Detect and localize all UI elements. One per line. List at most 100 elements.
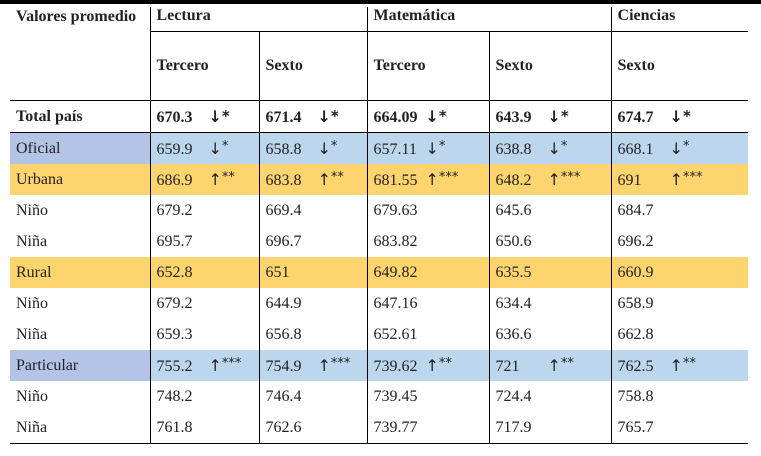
cell-value: 717.9 bbox=[495, 418, 532, 436]
table-cell: 746.4 bbox=[258, 381, 368, 412]
table-cell: 634.4 bbox=[488, 288, 612, 319]
table-row: Urbana 686.9 ↑** 683.8 ↑** 681.55 ↑*** 648.2 ↑**… bbox=[10, 164, 749, 195]
cell-value: 696.2 bbox=[617, 232, 654, 250]
grade-header: Sexto bbox=[610, 31, 749, 101]
subject-header: Matemática bbox=[366, 7, 612, 32]
significance-marker: * bbox=[560, 138, 568, 154]
row-label: Particular bbox=[10, 350, 150, 381]
arrow-down-icon: ↓ bbox=[669, 106, 683, 126]
row-label: Niña bbox=[16, 325, 48, 343]
cell-value: 683.8 bbox=[265, 171, 302, 189]
table-cell: 635.5 bbox=[488, 257, 612, 288]
row-label: Niño bbox=[16, 387, 48, 405]
grade-header: Tercero bbox=[366, 31, 490, 101]
table-row: Niña 695.7 696.7 683.82 650.6 696.2 bbox=[10, 226, 749, 257]
arrow-down-icon: ↓ bbox=[208, 138, 222, 158]
cell-value: 660.9 bbox=[617, 263, 654, 281]
cell-value: 674.7 bbox=[617, 108, 654, 126]
cell-value: 746.4 bbox=[265, 387, 302, 405]
table-row: Rural 652.8 651 649.82 635.5 660.9 bbox=[10, 257, 749, 288]
table-cell: 668.1 ↓* bbox=[610, 132, 749, 164]
table-cell: 724.4 bbox=[488, 381, 612, 412]
row-label: Niña bbox=[10, 412, 150, 444]
arrow-down-icon: ↓ bbox=[547, 138, 561, 158]
table-cell: 658.8 ↓* bbox=[258, 132, 368, 164]
significance-marker: ** bbox=[330, 169, 344, 185]
cell-value: 644.9 bbox=[265, 294, 302, 312]
table-cell: 652.61 bbox=[366, 319, 490, 350]
table-cell: 739.77 bbox=[366, 412, 490, 444]
cell-value: 662.8 bbox=[617, 325, 654, 343]
table-cell: 686.9 ↑** bbox=[149, 164, 259, 195]
cell-value: 635.5 bbox=[495, 263, 532, 281]
table-cell: 765.7 bbox=[610, 412, 749, 444]
cell-value: 739.45 bbox=[373, 387, 418, 405]
significance-marker: ** bbox=[682, 355, 696, 371]
significance-marker: * bbox=[438, 138, 446, 154]
table-cell: 679.63 bbox=[366, 195, 490, 226]
cell-value: 762.6 bbox=[265, 418, 302, 436]
table-cell: 684.7 bbox=[610, 195, 749, 226]
cell-value: 638.8 bbox=[495, 140, 532, 158]
top-rule bbox=[0, 0, 761, 4]
table-cell: 674.7 ↓* bbox=[610, 100, 749, 133]
table-cell: 683.82 bbox=[366, 226, 490, 257]
table-cell: 643.9 ↓* bbox=[488, 100, 612, 133]
table-cell: 717.9 bbox=[488, 412, 612, 444]
cell-value: 664.09 bbox=[373, 108, 418, 126]
significance-marker: * bbox=[221, 106, 230, 125]
table-cell: 658.9 bbox=[610, 288, 749, 319]
table-cell: 683.8 ↑** bbox=[258, 164, 368, 195]
cell-value: 762.5 bbox=[617, 357, 654, 375]
table-cell: 647.16 bbox=[366, 288, 490, 319]
table-cell: 762.6 bbox=[258, 412, 368, 444]
significance-marker: * bbox=[330, 106, 339, 125]
cell-value: 671.4 bbox=[265, 108, 302, 126]
table-cell: 695.7 bbox=[149, 226, 259, 257]
arrow-up-icon: ↑ bbox=[669, 355, 683, 375]
table-cell: 762.5 ↑** bbox=[610, 350, 749, 381]
table-cell: 696.7 bbox=[258, 226, 368, 257]
table-cell: 681.55 ↑*** bbox=[366, 164, 490, 195]
cell-value: 755.2 bbox=[156, 357, 193, 375]
cell-value: 681.55 bbox=[373, 171, 418, 189]
table-cell: 755.2 ↑*** bbox=[149, 350, 259, 381]
table-cell: 656.8 bbox=[258, 319, 368, 350]
grade-header: Sexto bbox=[258, 31, 368, 101]
cell-value: 668.1 bbox=[617, 140, 654, 158]
arrow-up-icon: ↑ bbox=[317, 169, 331, 189]
cell-value: 679.2 bbox=[156, 294, 193, 312]
table-cell: 754.9 ↑*** bbox=[258, 350, 368, 381]
cell-value: 679.2 bbox=[156, 201, 193, 219]
table-cell: 651 bbox=[258, 257, 368, 288]
cell-value: 765.7 bbox=[617, 418, 654, 436]
arrow-down-icon: ↓ bbox=[669, 138, 683, 158]
row-label: Rural bbox=[10, 257, 150, 288]
arrow-down-icon: ↓ bbox=[425, 138, 439, 158]
row-label: Niña bbox=[16, 232, 48, 250]
significance-marker: * bbox=[682, 106, 691, 125]
significance-marker: *** bbox=[330, 355, 351, 371]
cell-value: 684.7 bbox=[617, 201, 654, 219]
significance-marker: ** bbox=[438, 355, 452, 371]
table-cell: 657.11 ↓* bbox=[366, 132, 490, 164]
cell-value: 669.4 bbox=[265, 201, 302, 219]
arrow-down-icon: ↓ bbox=[547, 106, 561, 126]
table-cell: 679.2 bbox=[149, 288, 259, 319]
cell-value: 658.9 bbox=[617, 294, 654, 312]
cell-value: 649.82 bbox=[373, 263, 418, 281]
arrow-down-icon: ↓ bbox=[425, 106, 439, 126]
cell-value: 695.7 bbox=[156, 232, 193, 250]
significance-marker: *** bbox=[221, 355, 242, 371]
subject-header: Ciencias bbox=[610, 7, 749, 32]
table-cell: 636.6 bbox=[488, 319, 612, 350]
table-cell: 648.2 ↑*** bbox=[488, 164, 612, 195]
cell-value: 761.8 bbox=[156, 418, 193, 436]
table-cell: 664.09 ↓* bbox=[366, 100, 490, 133]
table-cell: 739.45 bbox=[366, 381, 490, 412]
cell-value: 652.8 bbox=[156, 263, 193, 281]
cell-value: 748.2 bbox=[156, 387, 193, 405]
arrow-up-icon: ↑ bbox=[208, 355, 222, 375]
row-label: Total país bbox=[16, 107, 83, 125]
cell-value: 686.9 bbox=[156, 171, 193, 189]
